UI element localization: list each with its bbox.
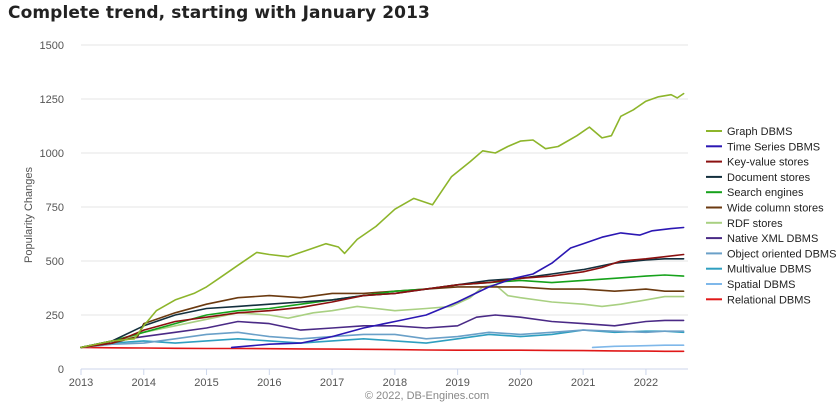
legend-item-relational-dbms[interactable]: Relational DBMS	[706, 294, 811, 306]
series-line-wide-column-stores	[80, 286, 685, 349]
y-tick-label: 250	[46, 310, 64, 322]
legend-label: Key-value stores	[727, 157, 809, 169]
legend-label: Object oriented DBMS	[727, 248, 836, 260]
x-tick-label: 2020	[508, 377, 532, 389]
legend-item-key-value-stores[interactable]: Key-value stores	[706, 157, 809, 169]
legend-label: Wide column stores	[727, 203, 824, 215]
y-tick-label: 1000	[40, 148, 64, 160]
legend-item-graph-dbms[interactable]: Graph DBMS	[706, 126, 792, 138]
chart-title: Complete trend, starting with January 20…	[8, 3, 430, 23]
legend-item-rdf-stores[interactable]: RDF stores	[706, 218, 783, 230]
x-tick-label: 2016	[257, 377, 281, 389]
y-tick-label: 750	[46, 202, 64, 214]
legend-item-wide-column-stores[interactable]: Wide column stores	[706, 203, 824, 215]
legend-item-native-xml-dbms[interactable]: Native XML DBMS	[706, 233, 818, 245]
legend-label: Graph DBMS	[727, 126, 792, 138]
legend-item-document-stores[interactable]: Document stores	[706, 172, 811, 184]
y-tick-label: 1500	[40, 40, 64, 52]
legend-item-object-oriented-dbms[interactable]: Object oriented DBMS	[706, 248, 836, 260]
y-tick-label: 1250	[40, 94, 64, 106]
legend-label: Spatial DBMS	[727, 279, 795, 291]
credit-text: © 2022, DB-Engines.com	[365, 390, 489, 402]
series-line-time-series-dbms	[230, 226, 685, 349]
x-tick-label: 2017	[320, 377, 344, 389]
legend-label: Time Series DBMS	[727, 141, 820, 153]
x-tick-label: 2019	[445, 377, 469, 389]
x-axis: 2013 2014 2015 2016 2017 2018 2019 2020 2021 2022	[69, 369, 658, 389]
series-line-graph-dbms	[80, 92, 685, 349]
x-tick-label: 2018	[383, 377, 407, 389]
series-line-key-value-stores	[80, 253, 685, 349]
x-tick-label: 2015	[194, 377, 218, 389]
series-lines	[80, 92, 685, 353]
legend-label: Native XML DBMS	[727, 233, 818, 245]
series-line-relational-dbms	[80, 346, 685, 353]
y-tick-label: 0	[58, 364, 64, 376]
x-tick-label: 2013	[69, 377, 93, 389]
legend-item-search-engines[interactable]: Search engines	[706, 187, 804, 199]
x-tick-label: 2022	[634, 377, 658, 389]
legend-item-multivalue-dbms[interactable]: Multivalue DBMS	[706, 264, 811, 276]
legend-label: Search engines	[727, 187, 804, 199]
legend-label: Document stores	[727, 172, 811, 184]
series-line-native-xml-dbms	[80, 314, 685, 349]
series-line-search-engines	[80, 274, 685, 349]
legend-label: Multivalue DBMS	[727, 264, 811, 276]
series-line-object-oriented-dbms	[80, 329, 685, 349]
series-line-spatial-dbms	[591, 344, 685, 349]
grid-lines	[81, 44, 688, 370]
y-axis-label: Popularity Changes	[23, 167, 35, 264]
series-line-rdf-stores	[80, 284, 685, 349]
y-tick-label: 500	[46, 256, 64, 268]
legend-item-time-series-dbms[interactable]: Time Series DBMS	[706, 141, 820, 153]
legend: Graph DBMS Time Series DBMS Key-value stor…	[706, 126, 836, 306]
x-tick-label: 2021	[571, 377, 595, 389]
y-axis: 0 250 500 750 1000 1250 1500	[40, 40, 64, 376]
legend-label: RDF stores	[727, 218, 783, 230]
x-tick-label: 2014	[132, 377, 156, 389]
legend-item-spatial-dbms[interactable]: Spatial DBMS	[706, 279, 795, 291]
legend-label: Relational DBMS	[727, 294, 811, 306]
